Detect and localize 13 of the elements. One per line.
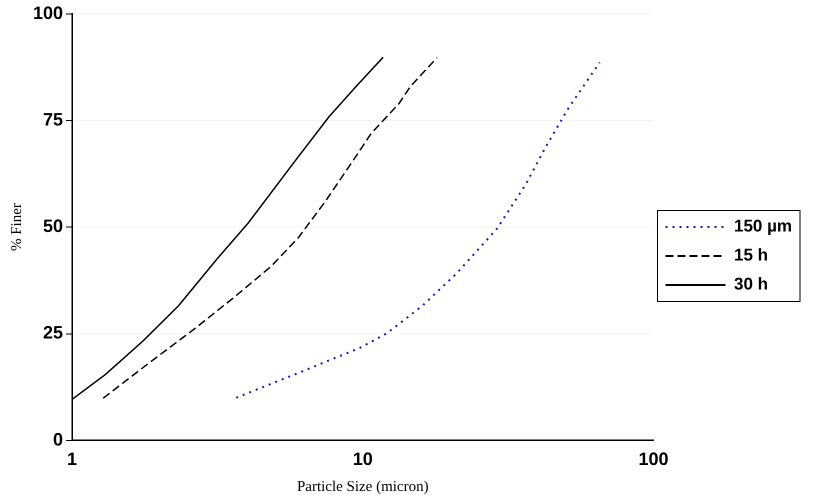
- x-tick-label: 100: [638, 449, 669, 470]
- x-axis-title: Particle Size (micron): [296, 478, 429, 495]
- legend-label: 15 h: [734, 246, 768, 265]
- y-tick-label: 25: [43, 322, 64, 343]
- legend-label: 30 h: [734, 274, 768, 294]
- y-tick-label: 0: [53, 429, 64, 450]
- y-tick-label: 75: [43, 109, 64, 130]
- legend-label: 150 µm: [734, 216, 792, 236]
- y-tick-label: 50: [43, 216, 64, 236]
- x-tick-label: 1: [67, 449, 78, 470]
- y-axis-title: % Finer: [8, 203, 25, 252]
- y-tick-label: 100: [32, 2, 64, 23]
- x-tick-label: 10: [352, 449, 373, 470]
